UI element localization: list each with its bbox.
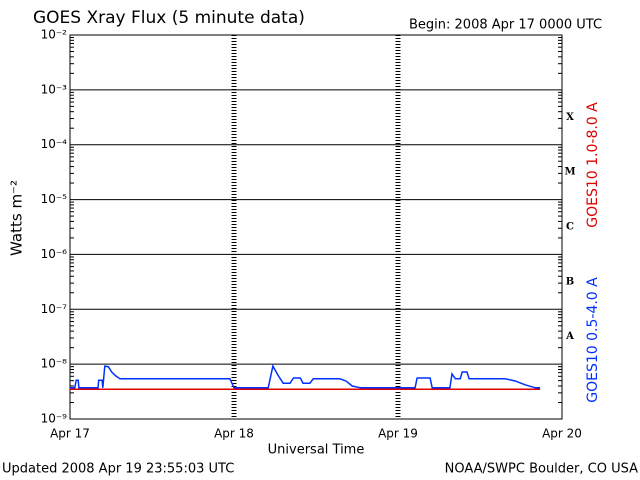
x-tick-label: Apr 19 — [378, 427, 418, 441]
y-tick-label: 10⁻⁷ — [41, 302, 68, 316]
legend-label: GOES10 0.5-4.0 A — [585, 277, 601, 403]
chart-subtitle: Begin: 2008 Apr 17 0000 UTC — [409, 18, 602, 33]
y-tick-label: 10⁻⁹ — [41, 412, 68, 426]
x-tick-label: Apr 17 — [50, 427, 90, 441]
y-tick-label: 10⁻⁶ — [41, 247, 68, 261]
y-tick-label: 10⁻² — [41, 28, 68, 42]
flare-class-label: M — [564, 167, 575, 178]
y-tick-label: 10⁻³ — [41, 82, 68, 96]
flare-class-label: C — [566, 222, 574, 233]
footer-credit: NOAA/SWPC Boulder, CO USA — [445, 462, 638, 477]
chart-title: GOES Xray Flux (5 minute data) — [33, 8, 305, 28]
y-tick-label: 10⁻⁴ — [41, 137, 68, 151]
x-tick-label: Apr 20 — [542, 427, 582, 441]
series-line — [70, 364, 541, 389]
footer-updated: Updated 2008 Apr 19 23:55:03 UTC — [2, 462, 234, 477]
legend-label: GOES10 1.0-8.0 A — [585, 102, 601, 228]
flare-class-label: B — [566, 276, 574, 287]
y-tick-label: 10⁻⁸ — [41, 357, 68, 371]
y-axis-label: Watts m⁻² — [8, 180, 26, 256]
flare-class-label: X — [566, 112, 574, 123]
flare-class-label: A — [565, 331, 574, 342]
x-tick-label: Apr 18 — [214, 427, 254, 441]
x-axis-label: Universal Time — [268, 443, 365, 458]
y-tick-label: 10⁻⁵ — [41, 192, 68, 206]
